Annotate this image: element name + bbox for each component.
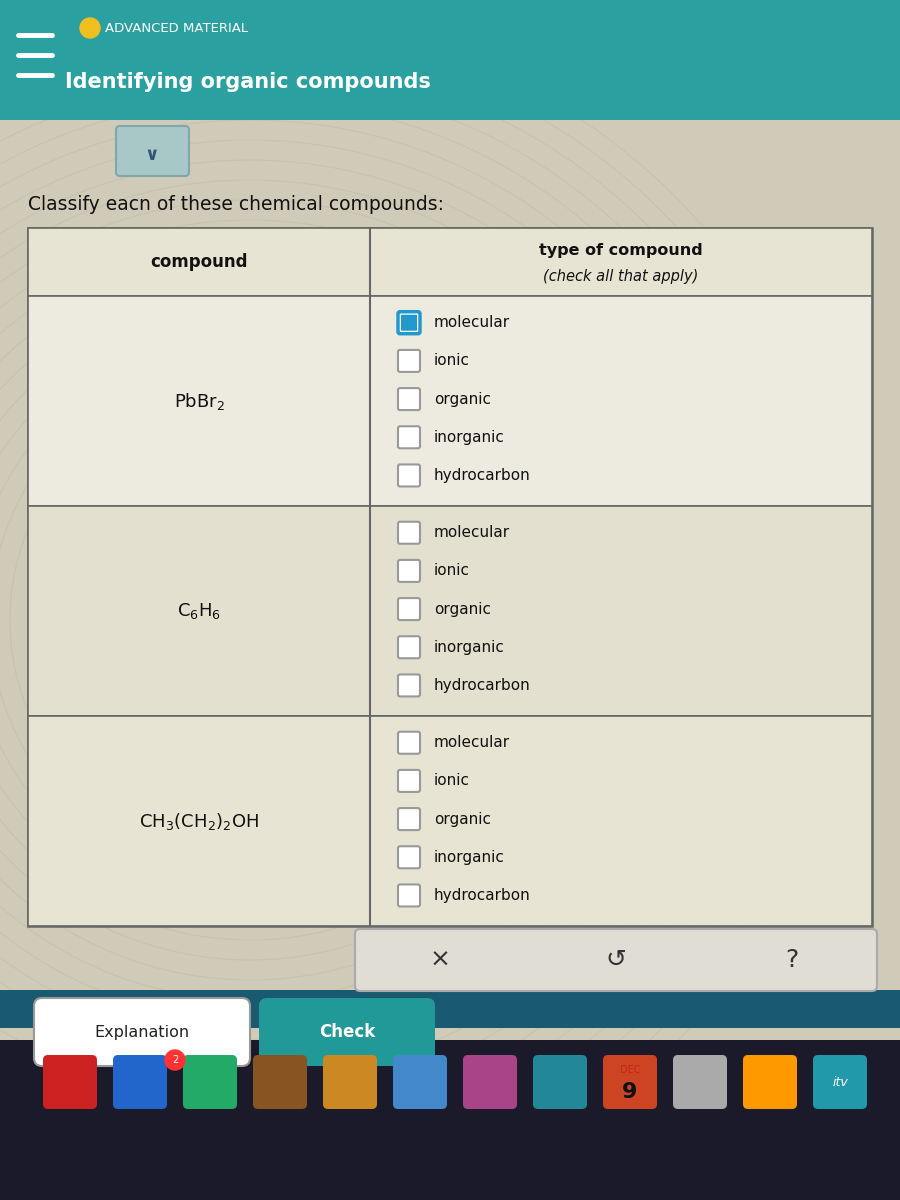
- FancyBboxPatch shape: [603, 1055, 657, 1109]
- Bar: [28, 228, 872, 296]
- FancyBboxPatch shape: [398, 732, 420, 754]
- Text: Classify eacn of these chemical compounds:: Classify eacn of these chemical compound…: [28, 196, 444, 215]
- FancyBboxPatch shape: [673, 1055, 727, 1109]
- Text: ADVANCED MATERIAL: ADVANCED MATERIAL: [105, 22, 248, 35]
- Text: molecular: molecular: [434, 736, 510, 750]
- FancyBboxPatch shape: [43, 1055, 97, 1109]
- Text: ionic: ionic: [434, 354, 470, 368]
- Text: inorganic: inorganic: [434, 850, 505, 865]
- Text: inorganic: inorganic: [434, 430, 505, 445]
- Text: type of compound: type of compound: [539, 242, 703, 258]
- Text: inorganic: inorganic: [434, 640, 505, 655]
- FancyBboxPatch shape: [116, 126, 189, 176]
- FancyBboxPatch shape: [253, 1055, 307, 1109]
- FancyBboxPatch shape: [398, 464, 420, 486]
- FancyBboxPatch shape: [398, 388, 420, 410]
- Text: PbBr$_2$: PbBr$_2$: [174, 390, 224, 412]
- FancyBboxPatch shape: [398, 522, 420, 544]
- Text: organic: organic: [434, 601, 491, 617]
- FancyBboxPatch shape: [533, 1055, 587, 1109]
- Circle shape: [80, 18, 100, 38]
- Text: 9: 9: [622, 1082, 638, 1102]
- FancyBboxPatch shape: [463, 1055, 517, 1109]
- FancyBboxPatch shape: [393, 1055, 447, 1109]
- Text: ∨: ∨: [145, 146, 159, 164]
- Text: hydrocarbon: hydrocarbon: [434, 468, 531, 482]
- FancyBboxPatch shape: [398, 884, 420, 906]
- Text: ionic: ionic: [434, 564, 470, 578]
- Text: CH$_3$(CH$_2$)$_2$OH: CH$_3$(CH$_2$)$_2$OH: [139, 810, 259, 832]
- Text: ?: ?: [786, 948, 798, 972]
- Text: Check: Check: [319, 1022, 375, 1040]
- Text: DEC: DEC: [620, 1066, 640, 1075]
- FancyBboxPatch shape: [398, 426, 420, 449]
- Text: molecular: molecular: [434, 316, 510, 330]
- FancyBboxPatch shape: [398, 770, 420, 792]
- Bar: [28, 716, 872, 926]
- Bar: [28, 506, 872, 716]
- FancyBboxPatch shape: [813, 1055, 867, 1109]
- Text: compound: compound: [150, 253, 248, 271]
- Text: hydrocarbon: hydrocarbon: [434, 678, 531, 692]
- FancyBboxPatch shape: [401, 314, 417, 331]
- Text: C$_6$H$_6$: C$_6$H$_6$: [177, 601, 221, 622]
- FancyBboxPatch shape: [398, 846, 420, 869]
- FancyBboxPatch shape: [398, 560, 420, 582]
- FancyBboxPatch shape: [398, 808, 420, 830]
- FancyBboxPatch shape: [398, 598, 420, 620]
- Text: 2: 2: [172, 1055, 178, 1066]
- Bar: [28, 228, 872, 926]
- FancyBboxPatch shape: [355, 929, 877, 991]
- FancyBboxPatch shape: [259, 998, 435, 1066]
- FancyBboxPatch shape: [34, 998, 250, 1066]
- Text: ×: ×: [429, 948, 451, 972]
- Text: Identifying organic compounds: Identifying organic compounds: [65, 72, 431, 92]
- FancyBboxPatch shape: [323, 1055, 377, 1109]
- Text: Explanation: Explanation: [94, 1025, 190, 1039]
- FancyBboxPatch shape: [398, 312, 420, 334]
- Text: itv: itv: [832, 1075, 848, 1088]
- Text: organic: organic: [434, 391, 491, 407]
- FancyBboxPatch shape: [113, 1055, 167, 1109]
- Circle shape: [165, 1050, 185, 1070]
- FancyBboxPatch shape: [183, 1055, 237, 1109]
- Text: molecular: molecular: [434, 526, 510, 540]
- FancyBboxPatch shape: [398, 674, 420, 696]
- Text: (check all that apply): (check all that apply): [544, 269, 698, 283]
- Bar: [0, 990, 900, 1028]
- Text: hydrocarbon: hydrocarbon: [434, 888, 531, 902]
- Text: ↺: ↺: [606, 948, 626, 972]
- Bar: [0, 1040, 900, 1200]
- Bar: [0, 0, 900, 120]
- FancyBboxPatch shape: [398, 350, 420, 372]
- Text: ionic: ionic: [434, 774, 470, 788]
- FancyBboxPatch shape: [398, 636, 420, 659]
- Text: organic: organic: [434, 811, 491, 827]
- Bar: [28, 296, 872, 506]
- FancyBboxPatch shape: [743, 1055, 797, 1109]
